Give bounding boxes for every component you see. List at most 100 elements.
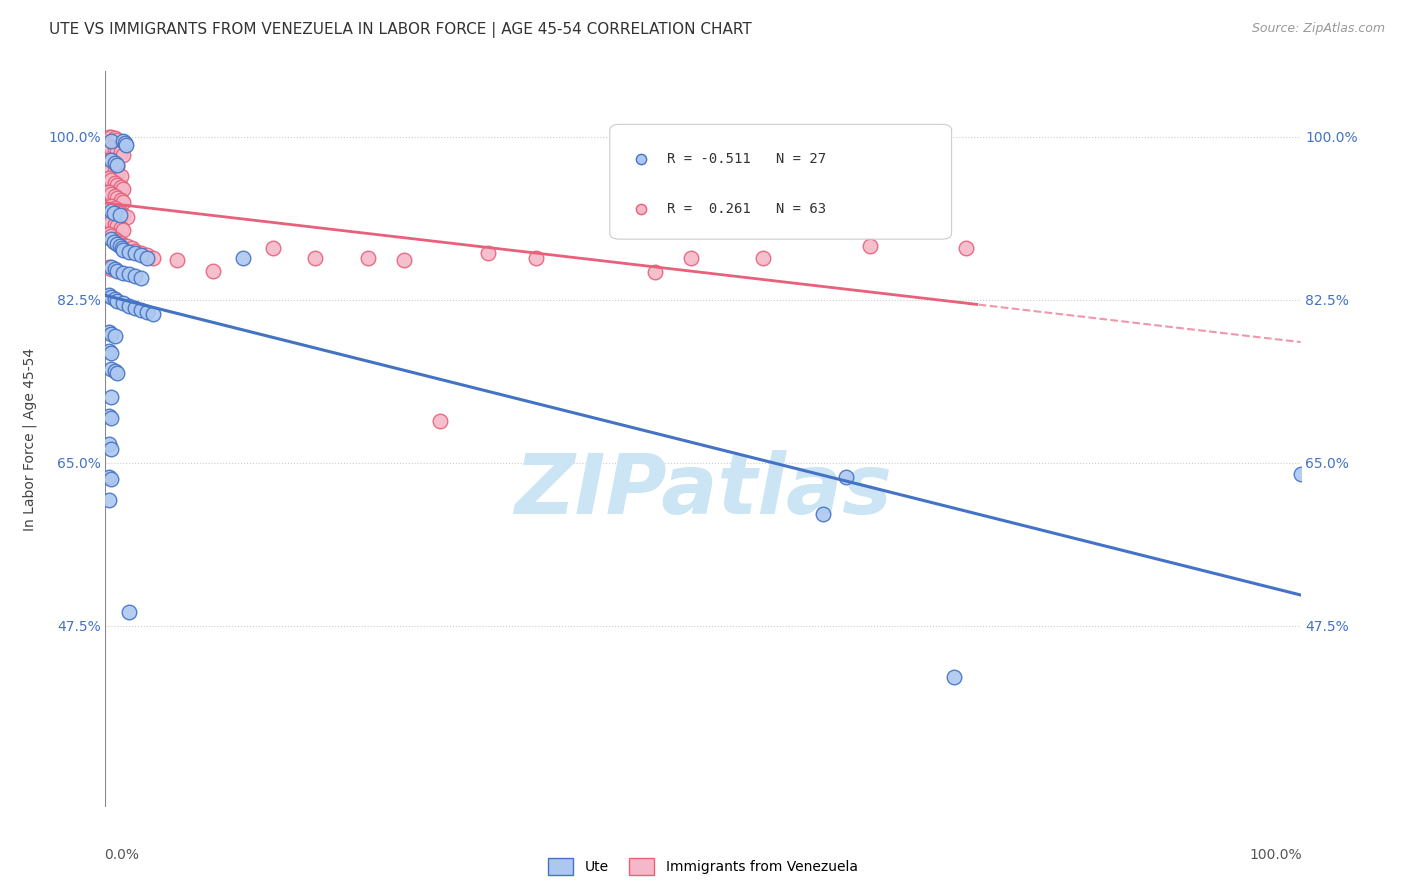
Point	[110, 145, 132, 160]
Point	[98, 492, 121, 507]
Point	[104, 364, 127, 378]
Point	[112, 237, 135, 252]
Text: 0.0%: 0.0%	[104, 847, 139, 862]
Point	[98, 325, 121, 339]
Point	[98, 129, 121, 144]
Y-axis label: In Labor Force | Age 45-54: In Labor Force | Age 45-54	[22, 348, 37, 531]
Point	[166, 252, 188, 267]
Point	[112, 208, 135, 222]
Point	[118, 605, 141, 619]
FancyBboxPatch shape	[610, 124, 952, 239]
Point	[100, 229, 122, 244]
Point	[104, 202, 127, 216]
Point	[107, 236, 129, 251]
Text: 100.0%: 100.0%	[1249, 847, 1302, 862]
Point	[859, 239, 882, 253]
Point	[100, 129, 122, 144]
Point	[129, 302, 153, 317]
Point	[115, 210, 138, 224]
Point	[104, 155, 127, 169]
Point	[98, 409, 121, 423]
Point	[110, 235, 132, 250]
Point	[129, 248, 153, 262]
Point	[98, 227, 121, 242]
Point	[681, 251, 703, 265]
Point	[100, 260, 122, 274]
Point	[104, 217, 127, 231]
Point	[98, 186, 121, 200]
Point	[100, 345, 122, 359]
Point	[524, 251, 547, 265]
Point	[100, 391, 122, 405]
Point	[630, 303, 652, 318]
Point	[942, 670, 965, 684]
Point	[98, 260, 121, 274]
Point	[104, 157, 127, 171]
Point	[104, 143, 127, 157]
Point	[112, 194, 135, 209]
Point	[100, 173, 122, 187]
Point	[107, 294, 129, 309]
Point	[98, 437, 121, 451]
Point	[107, 133, 129, 147]
Point	[98, 213, 121, 227]
Point	[100, 162, 122, 177]
Point	[100, 410, 122, 425]
Point	[124, 244, 146, 259]
Point	[100, 472, 122, 486]
Point	[107, 167, 129, 181]
Point	[232, 251, 254, 265]
Point	[100, 442, 122, 456]
Point	[124, 301, 146, 315]
Point	[100, 204, 122, 219]
Point	[100, 154, 122, 169]
Point	[112, 148, 135, 162]
Legend: Ute, Immigrants from Venezuela: Ute, Immigrants from Venezuela	[543, 853, 863, 880]
Point	[107, 160, 129, 174]
Point	[98, 288, 121, 302]
Point	[107, 263, 129, 277]
Point	[112, 134, 135, 148]
Point	[142, 307, 165, 321]
Point	[114, 136, 136, 150]
Point	[98, 153, 121, 167]
Point	[262, 241, 284, 255]
Point	[100, 141, 122, 155]
Text: ZIPatlas: ZIPatlas	[515, 450, 891, 532]
Point	[107, 219, 129, 233]
Point	[100, 187, 122, 202]
Point	[104, 329, 127, 343]
Point	[107, 191, 129, 205]
Point	[107, 234, 129, 248]
Point	[115, 239, 138, 253]
Point	[110, 169, 132, 183]
Point	[98, 343, 121, 358]
Point	[104, 164, 127, 178]
Point	[118, 299, 141, 313]
Point	[111, 241, 134, 255]
Point	[107, 178, 129, 192]
Point	[100, 232, 122, 246]
Point	[112, 266, 135, 280]
Point	[98, 139, 121, 153]
Point	[108, 208, 131, 222]
Point	[114, 138, 136, 153]
Point	[104, 189, 127, 203]
Point	[129, 246, 153, 260]
Point	[811, 507, 834, 521]
Point	[110, 206, 132, 220]
Point	[477, 246, 499, 260]
Point	[100, 261, 122, 276]
Point	[103, 206, 125, 220]
Point	[142, 251, 165, 265]
Point	[304, 251, 326, 265]
Point	[107, 144, 129, 158]
Point	[110, 179, 132, 194]
Point	[104, 232, 127, 246]
Point	[110, 220, 132, 235]
Point	[107, 366, 129, 380]
Point	[751, 251, 773, 265]
Text: R =  0.261   N = 63: R = 0.261 N = 63	[668, 202, 827, 216]
Point	[100, 153, 122, 167]
Point	[98, 171, 121, 186]
